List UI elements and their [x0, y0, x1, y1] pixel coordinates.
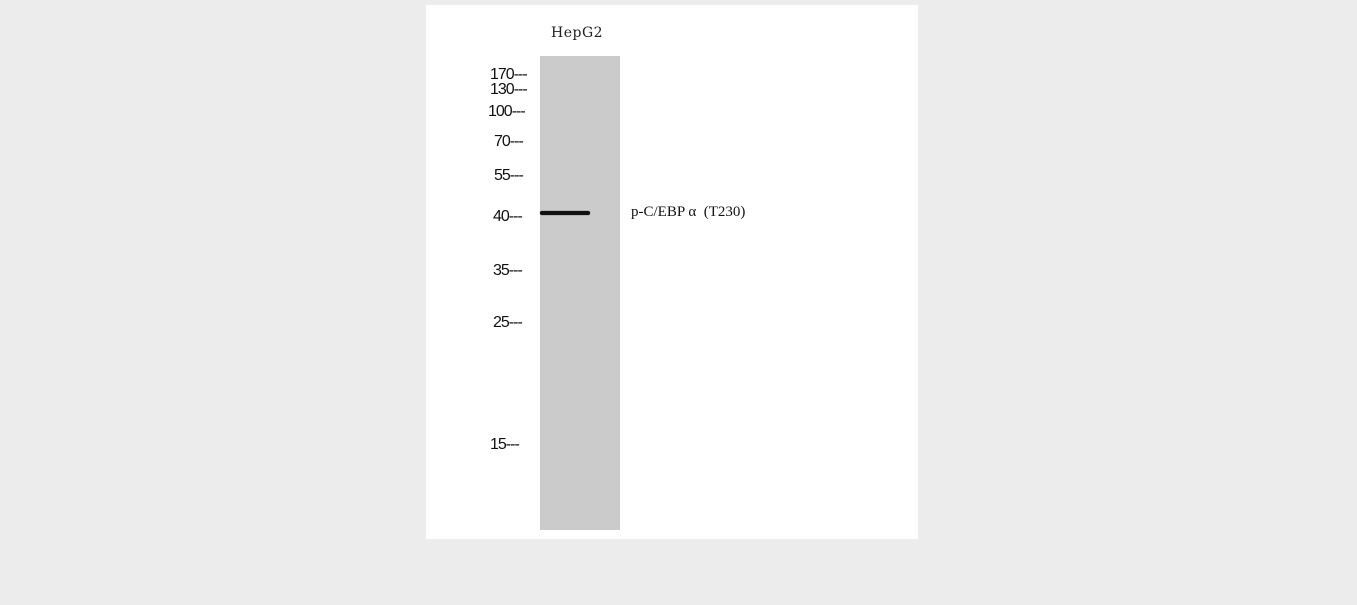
marker-40: 40---: [493, 208, 523, 225]
western-blot-figure: HepG2 170--- 130--- 100--- 70--- 55--- 4…: [426, 5, 918, 539]
marker-100: 100---: [488, 103, 526, 120]
marker-55: 55---: [494, 167, 524, 184]
marker-15: 15---: [490, 436, 520, 453]
gel-lane: [540, 56, 620, 530]
marker-70: 70---: [494, 133, 524, 150]
marker-130: 130---: [490, 81, 528, 98]
lane-label: HepG2: [551, 25, 604, 41]
marker-25: 25---: [493, 314, 523, 331]
marker-170: 170---: [490, 66, 528, 83]
marker-35: 35---: [493, 262, 523, 279]
protein-band: [540, 211, 590, 215]
band-label: p-C/EBP α (T230): [631, 204, 746, 220]
